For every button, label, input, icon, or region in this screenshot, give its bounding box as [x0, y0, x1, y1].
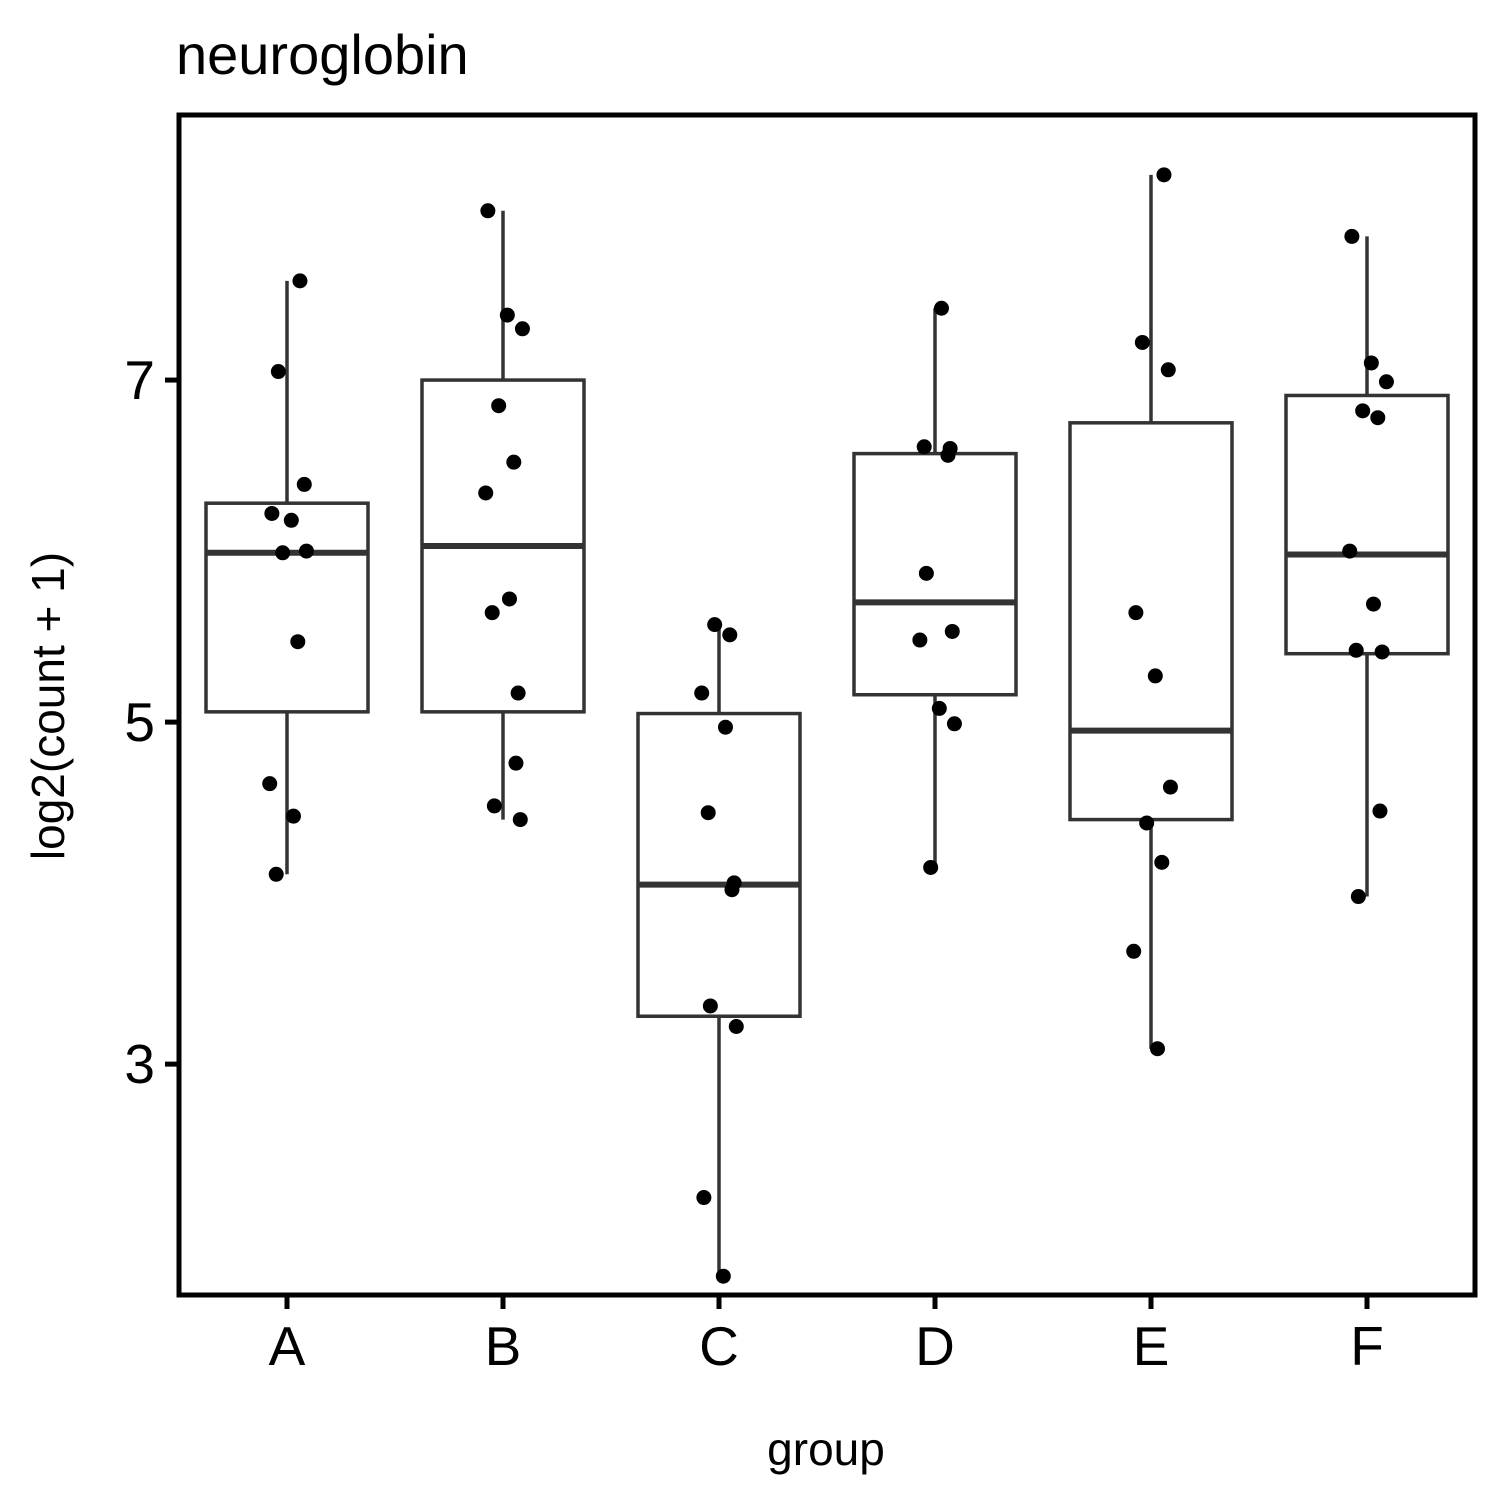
data-point [1370, 410, 1386, 426]
data-point [1134, 334, 1150, 350]
points-group-f [1342, 228, 1394, 905]
y-axis-label: log2(count + 1) [22, 552, 74, 860]
data-point [290, 634, 306, 650]
data-point [491, 398, 507, 414]
iqr-box [1284, 393, 1450, 656]
data-point [933, 300, 949, 316]
y-tick-label: 5 [124, 691, 155, 753]
data-point [1154, 854, 1170, 870]
data-point [506, 454, 522, 470]
data-point [1139, 815, 1155, 831]
y-tick-label: 7 [124, 349, 155, 411]
data-point [264, 505, 280, 521]
data-point [1365, 596, 1381, 612]
box-group-e [1068, 174, 1234, 1049]
box-group-a [204, 280, 370, 875]
data-point [700, 805, 716, 821]
data-point [1147, 668, 1163, 684]
data-point [717, 719, 733, 735]
points-group-a [262, 273, 314, 882]
data-point [722, 627, 738, 643]
data-point [1348, 642, 1364, 658]
data-point [262, 776, 278, 792]
y-tick-label: 3 [124, 1033, 155, 1095]
x-axis: A B C D E F [269, 1295, 1384, 1377]
data-point [1160, 362, 1176, 378]
x-axis-label: group [767, 1423, 885, 1475]
x-tick-label: A [269, 1315, 306, 1377]
data-point [696, 1190, 712, 1206]
data-point [728, 1019, 744, 1035]
points-group-d [912, 300, 962, 875]
box-group-f [1284, 236, 1450, 897]
data-point [514, 321, 530, 337]
data-point [480, 203, 496, 219]
data-point [1350, 889, 1366, 905]
data-point [923, 859, 939, 875]
iqr-box [852, 451, 1018, 697]
data-point [508, 755, 524, 771]
boxes-layer [204, 174, 1450, 1277]
data-point [694, 685, 710, 701]
data-point [478, 485, 494, 501]
box-group-b [420, 210, 586, 820]
chart-title: neuroglobin [176, 23, 469, 86]
data-point [1149, 1041, 1165, 1057]
data-point [1156, 167, 1172, 183]
data-point [944, 623, 960, 639]
x-tick-label: D [915, 1315, 955, 1377]
box-group-d [852, 308, 1018, 868]
data-point [1128, 605, 1144, 621]
data-point [940, 447, 956, 463]
data-point [946, 716, 962, 732]
data-point [1374, 644, 1390, 660]
box-group-c [636, 624, 802, 1277]
data-point [1355, 403, 1371, 419]
data-point [1372, 803, 1388, 819]
data-point [918, 565, 934, 581]
data-point [499, 307, 515, 323]
data-point [707, 617, 723, 633]
points-group-c [694, 617, 744, 1284]
data-point [1378, 374, 1394, 390]
data-point [270, 364, 286, 380]
data-point [912, 632, 928, 648]
data-point [501, 591, 517, 607]
data-point [702, 998, 718, 1014]
data-point [486, 798, 502, 814]
x-tick-label: E [1133, 1315, 1170, 1377]
x-tick-label: F [1350, 1315, 1384, 1377]
data-point [1344, 228, 1360, 244]
data-point [283, 512, 299, 528]
iqr-box [1068, 421, 1234, 822]
data-point [298, 543, 314, 559]
data-point [1126, 943, 1142, 959]
data-point [916, 439, 932, 455]
data-point [931, 700, 947, 716]
data-point [1363, 355, 1379, 371]
x-tick-label: C [699, 1315, 739, 1377]
data-point [512, 812, 528, 828]
data-point [1342, 543, 1358, 559]
iqr-box [204, 501, 370, 714]
data-point [484, 605, 500, 621]
data-point [296, 476, 312, 492]
data-point [292, 273, 308, 289]
data-point [268, 866, 284, 882]
data-point [285, 808, 301, 824]
iqr-box [636, 711, 802, 1018]
points-group-e [1126, 167, 1178, 1057]
data-point [1162, 779, 1178, 795]
x-tick-label: B [485, 1315, 522, 1377]
y-axis: 3 5 7 [124, 349, 179, 1095]
points-layer [262, 167, 1394, 1284]
data-point [275, 545, 291, 561]
plot-panel [176, 112, 1478, 1298]
data-point [510, 685, 526, 701]
data-point [724, 882, 740, 898]
data-point [715, 1268, 731, 1284]
points-group-b [478, 203, 530, 828]
